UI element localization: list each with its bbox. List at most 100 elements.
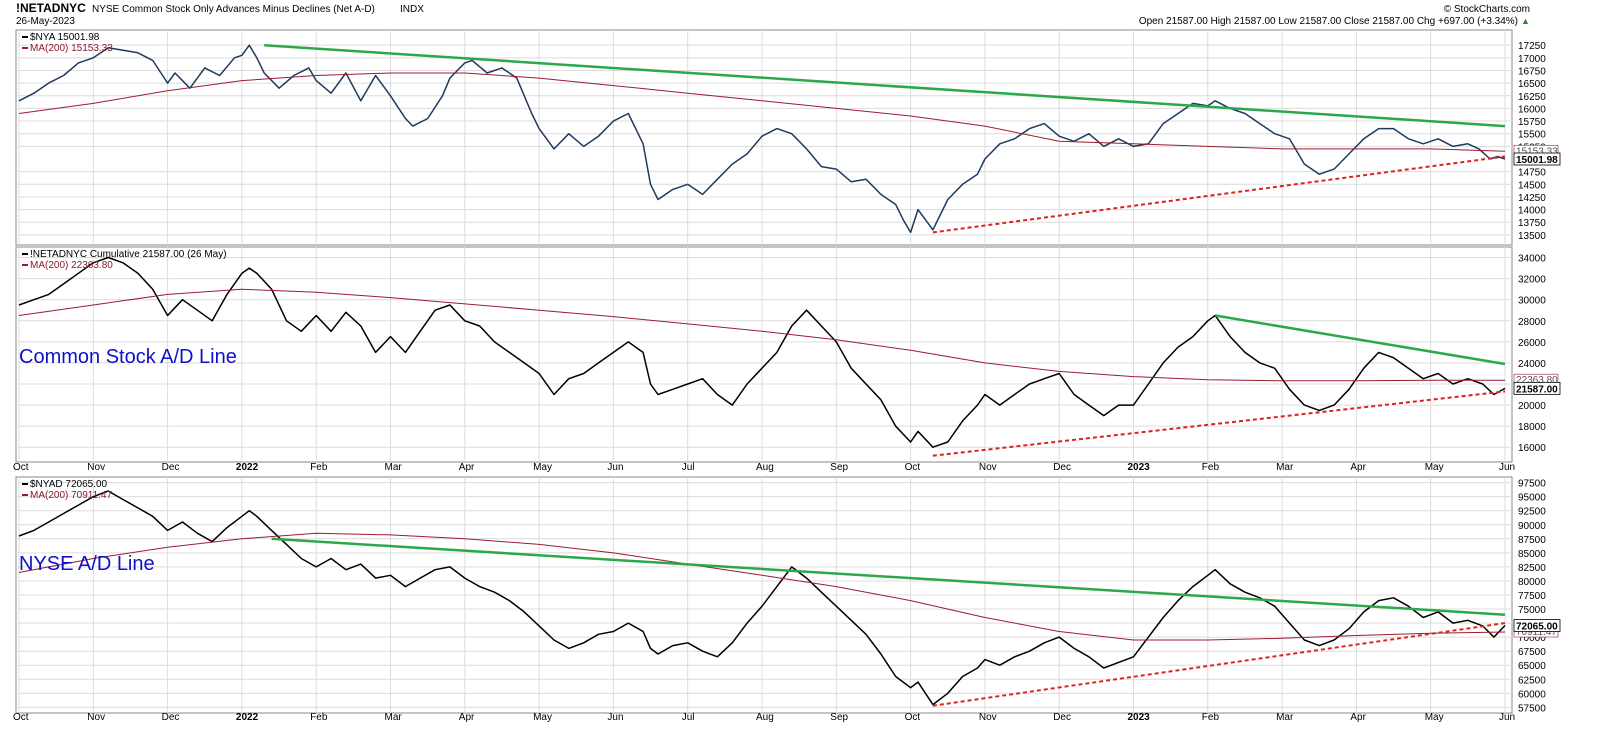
month-label: Feb (310, 712, 328, 723)
ma-value-label: 70911.47 (1516, 627, 1557, 638)
ma-value-label: 15153.33 (1516, 146, 1558, 157)
last-value-tag (1513, 619, 1561, 632)
month-label: Feb (1202, 462, 1220, 473)
y-tick-label: 16250 (1518, 92, 1546, 103)
month-label: Aug (756, 712, 774, 723)
legend-symbol: !NETADNYC Cumulative 21587.00 (26 May) (30, 249, 227, 260)
month-label: Dec (162, 712, 180, 723)
y-tick-label: 97500 (1518, 479, 1546, 490)
y-tick-label: 16000 (1518, 443, 1546, 454)
y-tick-label: 15750 (1518, 117, 1546, 128)
month-label: Sep (830, 712, 848, 723)
month-label: Sep (830, 462, 848, 473)
month-label: Dec (1053, 712, 1071, 723)
month-label: Mar (1276, 712, 1294, 723)
up-arrow-icon: ▲ (1521, 16, 1530, 26)
month-label: Oct (905, 712, 921, 723)
annotation-label: NYSE A/D Line (19, 553, 155, 575)
last-value-label: 21587.00 (1516, 384, 1558, 395)
y-tick-label: 62500 (1518, 675, 1546, 686)
month-label: Mar (385, 712, 403, 723)
y-tick-label: 57500 (1518, 703, 1546, 714)
panel-frame (15, 246, 1513, 463)
header-description: NYSE Common Stock Only Advances Minus De… (92, 4, 375, 15)
header-exchange: INDX (400, 4, 424, 15)
y-tick-label: 17000 (1518, 54, 1546, 65)
month-label: 2022 (236, 712, 259, 723)
month-label: Apr (1350, 712, 1366, 723)
month-label: Nov (87, 462, 105, 473)
month-label: 2022 (236, 462, 259, 473)
month-label: Oct (13, 712, 29, 723)
y-tick-label: 26000 (1518, 338, 1546, 349)
month-label: Jun (607, 712, 623, 723)
y-tick-label: 14750 (1518, 168, 1546, 179)
y-tick-label: 92500 (1518, 507, 1546, 518)
chart-panels: 1350013750140001425014500147501525015500… (15, 29, 1561, 714)
y-tick-label: 67500 (1518, 647, 1546, 658)
last-value-tag (1513, 381, 1561, 395)
legend-ma: MA(200) 22363.80 (30, 260, 113, 271)
y-tick-label: 13500 (1518, 231, 1546, 242)
ma200-line (18, 532, 1506, 641)
month-label: 2023 (1128, 462, 1151, 473)
legend-ma: MA(200) 15153.33 (30, 43, 113, 54)
last-value-label: 72065.00 (1516, 622, 1558, 633)
month-label: Jul (682, 462, 695, 473)
annotation-label: Common Stock A/D Line (19, 346, 237, 368)
month-label: May (1425, 462, 1444, 473)
support-trendline (932, 622, 1506, 707)
resistance-trendline (271, 537, 1506, 616)
month-label: Mar (385, 462, 403, 473)
month-label: Mar (1276, 462, 1294, 473)
price-line (18, 44, 1506, 234)
month-label: Aug (756, 462, 774, 473)
y-tick-label: 95000 (1518, 493, 1546, 504)
month-label: Jun (1499, 712, 1515, 723)
y-tick-label: 18000 (1518, 422, 1546, 433)
month-label: Oct (905, 462, 921, 473)
y-tick-label: 87500 (1518, 535, 1546, 546)
y-tick-label: 82500 (1518, 563, 1546, 574)
ma-value-label: 22363.80 (1516, 375, 1558, 386)
month-label: Nov (87, 712, 105, 723)
y-tick-label: 30000 (1518, 296, 1546, 307)
y-tick-label: 13750 (1518, 218, 1546, 229)
panel-middle: 1600018000200002200024000260002800030000… (15, 246, 1561, 463)
y-tick-label: 32000 (1518, 275, 1546, 286)
y-tick-label: 90000 (1518, 521, 1546, 532)
month-label: Apr (459, 462, 475, 473)
y-tick-label: 28000 (1518, 317, 1546, 328)
y-tick-label: 14500 (1518, 180, 1546, 191)
ma200-line (18, 288, 1506, 382)
y-tick-label: 80000 (1518, 577, 1546, 588)
y-tick-label: 85000 (1518, 549, 1546, 560)
ma200-line (18, 72, 1506, 152)
last-value-label: 15001.98 (1516, 155, 1558, 166)
y-tick-label: 14250 (1518, 193, 1546, 204)
month-label: Apr (459, 712, 475, 723)
y-tick-label: 16500 (1518, 79, 1546, 90)
header-symbol: !NETADNYC (16, 1, 86, 15)
month-label: Jun (1499, 462, 1515, 473)
month-label: Jul (682, 712, 695, 723)
month-label: Dec (162, 462, 180, 473)
resistance-trendline (264, 43, 1506, 128)
price-line (18, 490, 1506, 706)
header-quote: Open 21587.00 High 21587.00 Low 21587.00… (1139, 16, 1518, 27)
y-tick-label: 15500 (1518, 130, 1546, 141)
y-tick-label: 77500 (1518, 591, 1546, 602)
header-bar (0, 0, 1600, 28)
price-line (18, 256, 1506, 448)
support-trendline (932, 155, 1506, 234)
panel-bottom: 5750060000625006500067500700007250075000… (15, 476, 1561, 714)
panel-top: 1350013750140001425014500147501525015500… (15, 29, 1561, 246)
resistance-trendline (1214, 314, 1506, 366)
month-label: Oct (13, 462, 29, 473)
header-date: 26-May-2023 (16, 16, 75, 27)
watermark: © StockCharts.com (1444, 4, 1530, 15)
y-tick-label: 20000 (1518, 401, 1546, 412)
month-label: Feb (1202, 712, 1220, 723)
